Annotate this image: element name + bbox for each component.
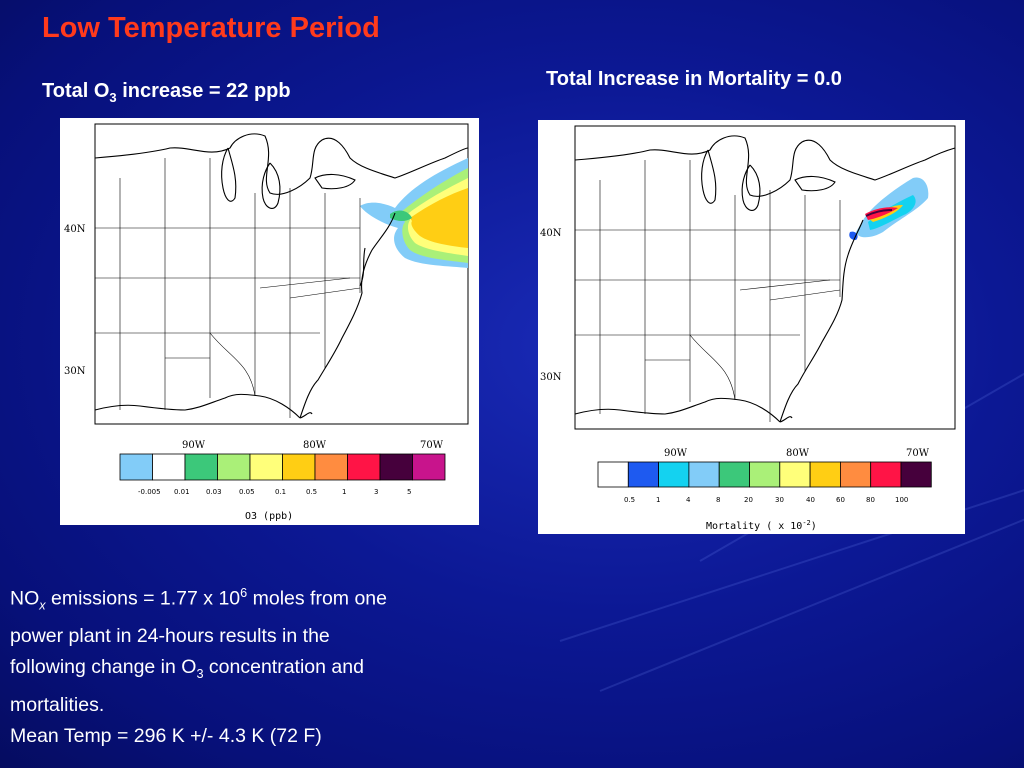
caption-o3-sub: 3: [196, 667, 204, 682]
colorbar-tick: 1: [342, 488, 346, 496]
caption-text: NOx emissions = 1.77 x 106 moles from on…: [10, 578, 530, 752]
colorbar-title-text: Mortality ( x 10: [706, 521, 802, 532]
lon-label-70w: 70W: [420, 440, 444, 451]
lat-label-40n: 40N: [64, 224, 86, 235]
colorbar-swatch: [412, 453, 446, 481]
colorbar-tick: 8: [716, 496, 720, 504]
colorbar-swatch: [119, 453, 153, 481]
colorbar-tick: 0.5: [624, 496, 635, 504]
caption-line: NOx emissions = 1.77 x 106 moles from on…: [10, 578, 530, 621]
colorbar-tick: 100: [895, 496, 908, 504]
colorbar-swatch: [282, 453, 316, 481]
slide-title: Low Temperature Period: [42, 12, 380, 44]
colorbar-tick: -0.005: [138, 488, 161, 496]
state-borders: [95, 158, 361, 418]
colorbar-tick: 5: [407, 488, 411, 496]
ozone-plume: [360, 158, 468, 268]
mortality-map-panel: 40N 30N 90W 80W 70W 0.5 1 4 8 20 30 40 6…: [538, 120, 965, 534]
ozone-colorbar: [119, 453, 446, 481]
lon-label-80w: 80W: [786, 448, 810, 459]
colorbar-title: O3 (ppb): [245, 511, 293, 522]
caption-mean-temp: Mean Temp = 296 K +/- 4.3 K (72 F): [10, 725, 322, 748]
colorbar-swatch: [718, 461, 750, 488]
colorbar-swatch: [658, 461, 690, 488]
colorbar-tick: 60: [836, 496, 845, 504]
colorbar-swatch: [249, 453, 283, 481]
colorbar-tick: 80: [866, 496, 875, 504]
ozone-map-panel: 40N 30N 90W 80W 70W -0.005 0.01 0.03 0.0…: [60, 118, 479, 525]
caption-concentration: concentration and: [203, 656, 364, 679]
lat-label-30n: 30N: [64, 366, 86, 377]
map-frame: [574, 125, 956, 430]
caption-nox-sub: x: [39, 598, 45, 612]
colorbar-swatch: [809, 461, 841, 488]
colorbar-swatch: [839, 461, 872, 488]
ozone-heading: Total O3 increase = 22 ppb: [42, 80, 291, 105]
coastline: [574, 135, 956, 423]
colorbar-title: Mortality ( x 10-2): [706, 519, 817, 532]
lon-label-70w: 70W: [906, 448, 930, 459]
colorbar-tick: 0.05: [239, 488, 255, 496]
caption-x: x: [39, 598, 46, 613]
ozone-map: 40N 30N 90W 80W 70W -0.005 0.01 0.03 0.0…: [64, 123, 469, 522]
colorbar-swatch: [870, 461, 902, 488]
colorbar-swatch: [152, 453, 186, 481]
colorbar-tick: 0.01: [174, 488, 190, 496]
lon-label-80w: 80W: [303, 440, 327, 451]
lon-label-90w: 90W: [664, 448, 688, 459]
colorbar-tick: 0.1: [275, 488, 286, 496]
caption-exponent: 6: [240, 586, 248, 600]
colorbar-tick: 4: [686, 496, 691, 504]
lat-label-30n: 30N: [540, 372, 562, 383]
colorbar-swatch: [347, 453, 381, 481]
mortality-heading: Total Increase in Mortality = 0.0: [546, 68, 842, 90]
colorbar-swatch: [779, 461, 811, 488]
colorbar-swatch: [688, 461, 720, 488]
caption-moles: moles from one: [247, 587, 387, 610]
ozone-subscript: 3: [109, 90, 117, 105]
coastline: [94, 133, 469, 419]
colorbar-swatch: [379, 453, 413, 481]
colorbar-tick: 40: [806, 496, 815, 504]
state-borders: [575, 160, 841, 422]
caption-emissions: emissions = 1.77 x 10: [45, 587, 241, 610]
colorbar-tick: 1: [656, 496, 660, 504]
colorbar-swatch: [217, 453, 251, 481]
colorbar-tick: 0.03: [206, 488, 222, 496]
colorbar-swatch: [184, 453, 218, 481]
mortality-plume: [849, 177, 929, 240]
colorbar-swatch: [314, 453, 348, 481]
ozone-heading-text: Total O: [42, 80, 110, 102]
caption-change: following change in O: [10, 656, 197, 679]
colorbar-swatch: [749, 461, 781, 488]
caption-nox: NO: [10, 587, 40, 610]
lat-label-40n: 40N: [540, 228, 562, 239]
caption-line: power plant in 24-hours results in the: [10, 625, 330, 648]
colorbar-title-exponent: -2: [802, 519, 810, 527]
caption-line: mortalities.: [10, 694, 105, 717]
map-frame: [94, 123, 469, 425]
ozone-heading-value: increase = 22 ppb: [116, 80, 291, 102]
mortality-colorbar: [597, 461, 932, 488]
caption-line: following change in O3 concentration and: [10, 652, 530, 690]
colorbar-swatch: [627, 461, 660, 488]
colorbar-title-end: ): [811, 521, 817, 532]
lon-label-90w: 90W: [182, 440, 206, 451]
colorbar-swatch: [597, 461, 629, 488]
colorbar-tick: 20: [744, 496, 753, 504]
colorbar-tick: 30: [775, 496, 784, 504]
colorbar-tick: 0.5: [306, 488, 317, 496]
colorbar-swatch: [900, 461, 932, 488]
colorbar-tick: 3: [374, 488, 378, 496]
mortality-map: 40N 30N 90W 80W 70W 0.5 1 4 8 20 30 40 6…: [540, 125, 956, 532]
